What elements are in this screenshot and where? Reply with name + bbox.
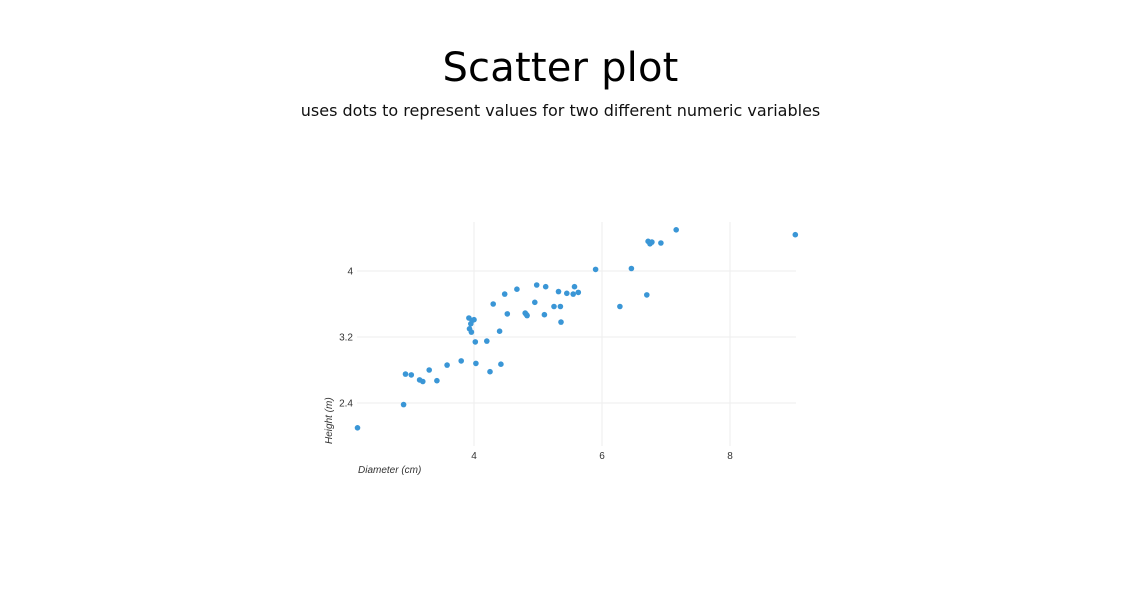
scatter-point[interactable] (570, 291, 576, 297)
scatter-point[interactable] (434, 377, 440, 384)
scatter-point[interactable] (541, 311, 548, 318)
scatter-point[interactable] (458, 358, 465, 364)
y-tick-label: 4 (347, 267, 353, 278)
scatter-point[interactable] (628, 265, 635, 272)
page-title: Scatter plot (442, 45, 679, 91)
scatter-point[interactable] (444, 362, 450, 368)
scatter-point[interactable] (354, 425, 361, 431)
scatter-point[interactable] (496, 328, 503, 335)
scatter-point[interactable] (792, 231, 799, 238)
scatter-point[interactable] (471, 316, 477, 323)
scatter-point[interactable] (592, 266, 599, 273)
x-axis-title: Diameter (cm) (358, 465, 421, 476)
scatter-point[interactable] (542, 283, 549, 290)
x-tick-label: 6 (599, 451, 605, 462)
x-tick-label: 4 (471, 451, 477, 462)
scatter-point[interactable] (649, 239, 655, 245)
scatter-point[interactable] (472, 339, 479, 345)
scatter-point[interactable] (644, 292, 650, 298)
scatter-point[interactable] (617, 303, 623, 310)
scatter-point[interactable] (564, 290, 570, 297)
scatter-point[interactable] (555, 288, 562, 295)
page-subtitle: uses dots to represent values for two di… (300, 101, 821, 120)
scatter-point[interactable] (571, 283, 578, 290)
grid-lines (357, 222, 796, 446)
scatter-point[interactable] (558, 319, 564, 325)
scatter-point[interactable] (498, 361, 504, 368)
x-tick-label: 8 (727, 451, 733, 462)
scatter-point[interactable] (533, 282, 540, 288)
scatter-point[interactable] (673, 227, 679, 233)
scatter-point[interactable] (557, 303, 564, 310)
scatter-point[interactable] (468, 329, 475, 335)
scatter-point[interactable] (514, 286, 520, 293)
scatter-point[interactable] (484, 338, 490, 344)
tick-labels: 4 6 8 2.4 3.2 4 (339, 267, 733, 463)
scatter-point[interactable] (487, 368, 493, 375)
scatter-point[interactable] (524, 312, 530, 319)
y-tick-label: 2.4 (339, 399, 353, 410)
scatter-point[interactable] (658, 240, 664, 246)
y-axis-title: Height (m) (324, 397, 335, 444)
scatter-point[interactable] (408, 372, 415, 378)
scatter-point[interactable] (402, 371, 409, 377)
points-layer (354, 227, 799, 431)
scatter-point[interactable] (575, 289, 582, 296)
scatter-point[interactable] (426, 367, 433, 373)
scatter-point[interactable] (532, 299, 538, 306)
scatter-point[interactable] (501, 291, 508, 297)
y-tick-label: 3.2 (339, 333, 353, 344)
scatter-point[interactable] (504, 311, 511, 317)
scatter-point[interactable] (490, 301, 497, 307)
scatter-point[interactable] (420, 378, 426, 385)
scatter-point[interactable] (400, 401, 407, 408)
scatter-point[interactable] (551, 303, 557, 310)
scatter-point[interactable] (473, 360, 479, 367)
